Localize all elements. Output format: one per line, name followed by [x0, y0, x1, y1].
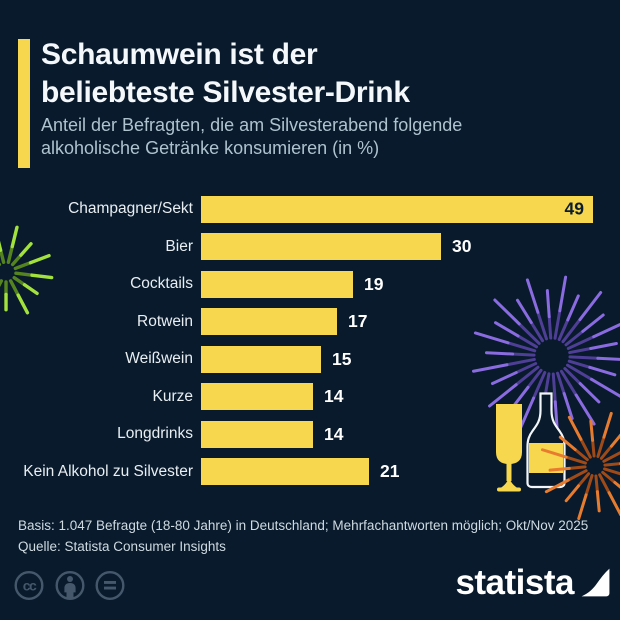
statista-wordmark: statista	[455, 563, 574, 602]
bar-label: Bier	[165, 237, 193, 255]
bar-value: 14	[324, 423, 344, 444]
bar	[201, 345, 321, 373]
footer-source-note: Quelle: Statista Consumer Insights	[18, 539, 226, 554]
bar-value: 30	[452, 236, 472, 257]
bar-value: 17	[348, 311, 368, 332]
bar-label: Champagner/Sekt	[68, 200, 193, 217]
page-title: Schaumwein ist der beliebteste Silvester…	[41, 36, 581, 112]
subtitle-line-2: alkoholische Getränke konsumieren (in %)	[41, 138, 380, 158]
bar	[201, 458, 369, 486]
title-accent-bar	[18, 39, 30, 168]
bar-value: 15	[332, 348, 352, 369]
statista-logo: statista	[455, 565, 612, 600]
svg-text:cc: cc	[23, 578, 37, 594]
bar-label: Kurze	[152, 387, 194, 405]
title-line-1: Schaumwein ist der	[41, 38, 318, 71]
cc-icon: cc	[14, 570, 44, 601]
attribution-person-icon	[55, 570, 85, 601]
title-line-2: beliebteste Silvester-Drink	[41, 76, 410, 109]
statista-logo-mark-icon	[581, 568, 610, 597]
bar	[201, 270, 353, 298]
bar	[201, 420, 313, 448]
equals-icon	[95, 570, 125, 601]
bar-row: Bier 30	[0, 233, 472, 261]
bar-label: Kein Alkohol zu Silvester	[23, 462, 193, 480]
bar-label: Longdrinks	[117, 425, 193, 443]
bar-row: Kurze 14	[0, 383, 344, 411]
bar-label: Weißwein	[125, 350, 193, 368]
bar-row: Kein Alkohol zu Silvester 21	[0, 458, 400, 486]
bar-row: Champagner/Sekt 49	[0, 195, 593, 223]
bar-value: 19	[364, 273, 384, 294]
bar-value: 21	[380, 461, 400, 482]
bar-value: 49	[564, 198, 584, 219]
bar: 49	[201, 195, 593, 223]
footer-basis-note: Basis: 1.047 Befragte (18-80 Jahre) in D…	[18, 518, 589, 533]
bar	[201, 308, 337, 336]
bar-row: Rotwein 17	[0, 308, 368, 336]
bar	[201, 383, 313, 411]
bar-label: Cocktails	[130, 275, 193, 293]
bar-row: Weißwein 15	[0, 345, 352, 373]
bar-label: Rotwein	[137, 312, 193, 330]
bar-value: 14	[324, 386, 344, 407]
bar	[201, 233, 441, 261]
page-subtitle: Anteil der Befragten, die am Silvesterab…	[41, 114, 601, 160]
subtitle-line-1: Anteil der Befragten, die am Silvesterab…	[41, 115, 463, 135]
bar-row: Cocktails 19	[0, 270, 384, 298]
bar-row: Longdrinks 14	[0, 420, 344, 448]
license-icons: cc	[14, 570, 125, 601]
